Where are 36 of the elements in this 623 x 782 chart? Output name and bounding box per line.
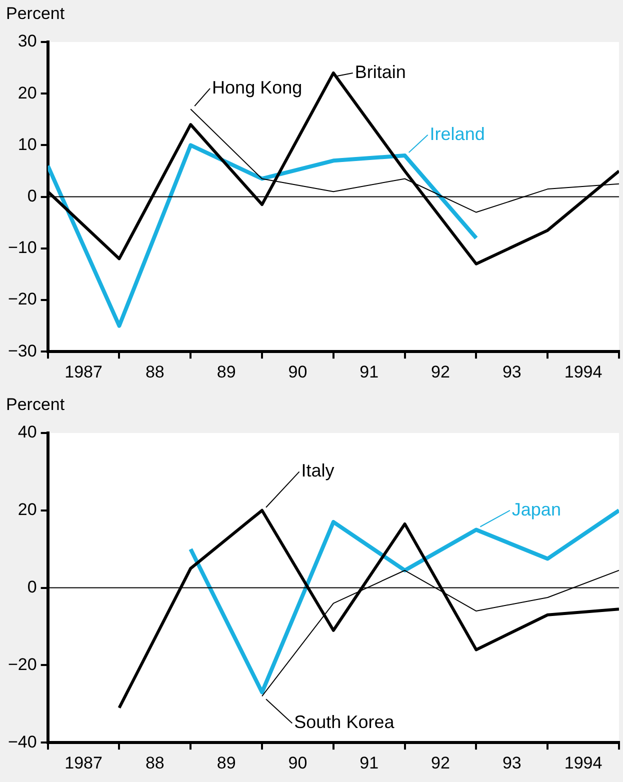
x-tick-label: 1994	[564, 753, 602, 772]
x-tick-label: 89	[216, 362, 236, 382]
legend-label: Britain	[354, 62, 406, 82]
y-tick-label: −30	[8, 341, 37, 360]
x-tick-label: 91	[360, 753, 379, 772]
x-tick-label: 93	[502, 753, 522, 772]
x-tick-label: 1987	[64, 362, 102, 382]
y-tick-label: 20	[18, 500, 37, 520]
x-tick-label: 89	[216, 753, 236, 772]
y-tick-label: −20	[8, 290, 37, 309]
y-tick-label: 40	[18, 422, 37, 442]
x-tick-label: 92	[431, 753, 450, 772]
y-tick-label: −40	[8, 732, 37, 752]
text: Italy	[301, 460, 334, 481]
legend-label: Japan	[512, 499, 561, 520]
x-tick-label: 1987	[64, 753, 102, 772]
x-tick-label: 91	[360, 362, 379, 382]
x-tick-label: 92	[431, 362, 450, 382]
y-tick-label: 0	[27, 186, 37, 206]
x-tick-label: 1994	[564, 362, 602, 382]
y-axis-title: Percent	[6, 4, 65, 24]
y-tick-label: −20	[8, 654, 37, 674]
legend-label: Hong Kong	[212, 77, 302, 98]
y-tick-label: 20	[18, 83, 37, 102]
legend-label: Ireland	[430, 124, 485, 144]
y-axis-title: Percent	[6, 395, 65, 414]
x-tick-label: 90	[288, 753, 308, 772]
x-tick-label: 88	[145, 362, 164, 382]
legend-label: South Korea	[294, 712, 396, 732]
x-tick-label: 93	[502, 362, 522, 382]
y-tick-label: −10	[8, 238, 37, 258]
y-tick-label: 10	[18, 134, 37, 154]
y-tick-label: 0	[27, 577, 37, 596]
x-tick-label: 90	[288, 362, 308, 382]
y-tick-label: 30	[18, 32, 37, 51]
x-tick-label: 88	[145, 753, 164, 772]
